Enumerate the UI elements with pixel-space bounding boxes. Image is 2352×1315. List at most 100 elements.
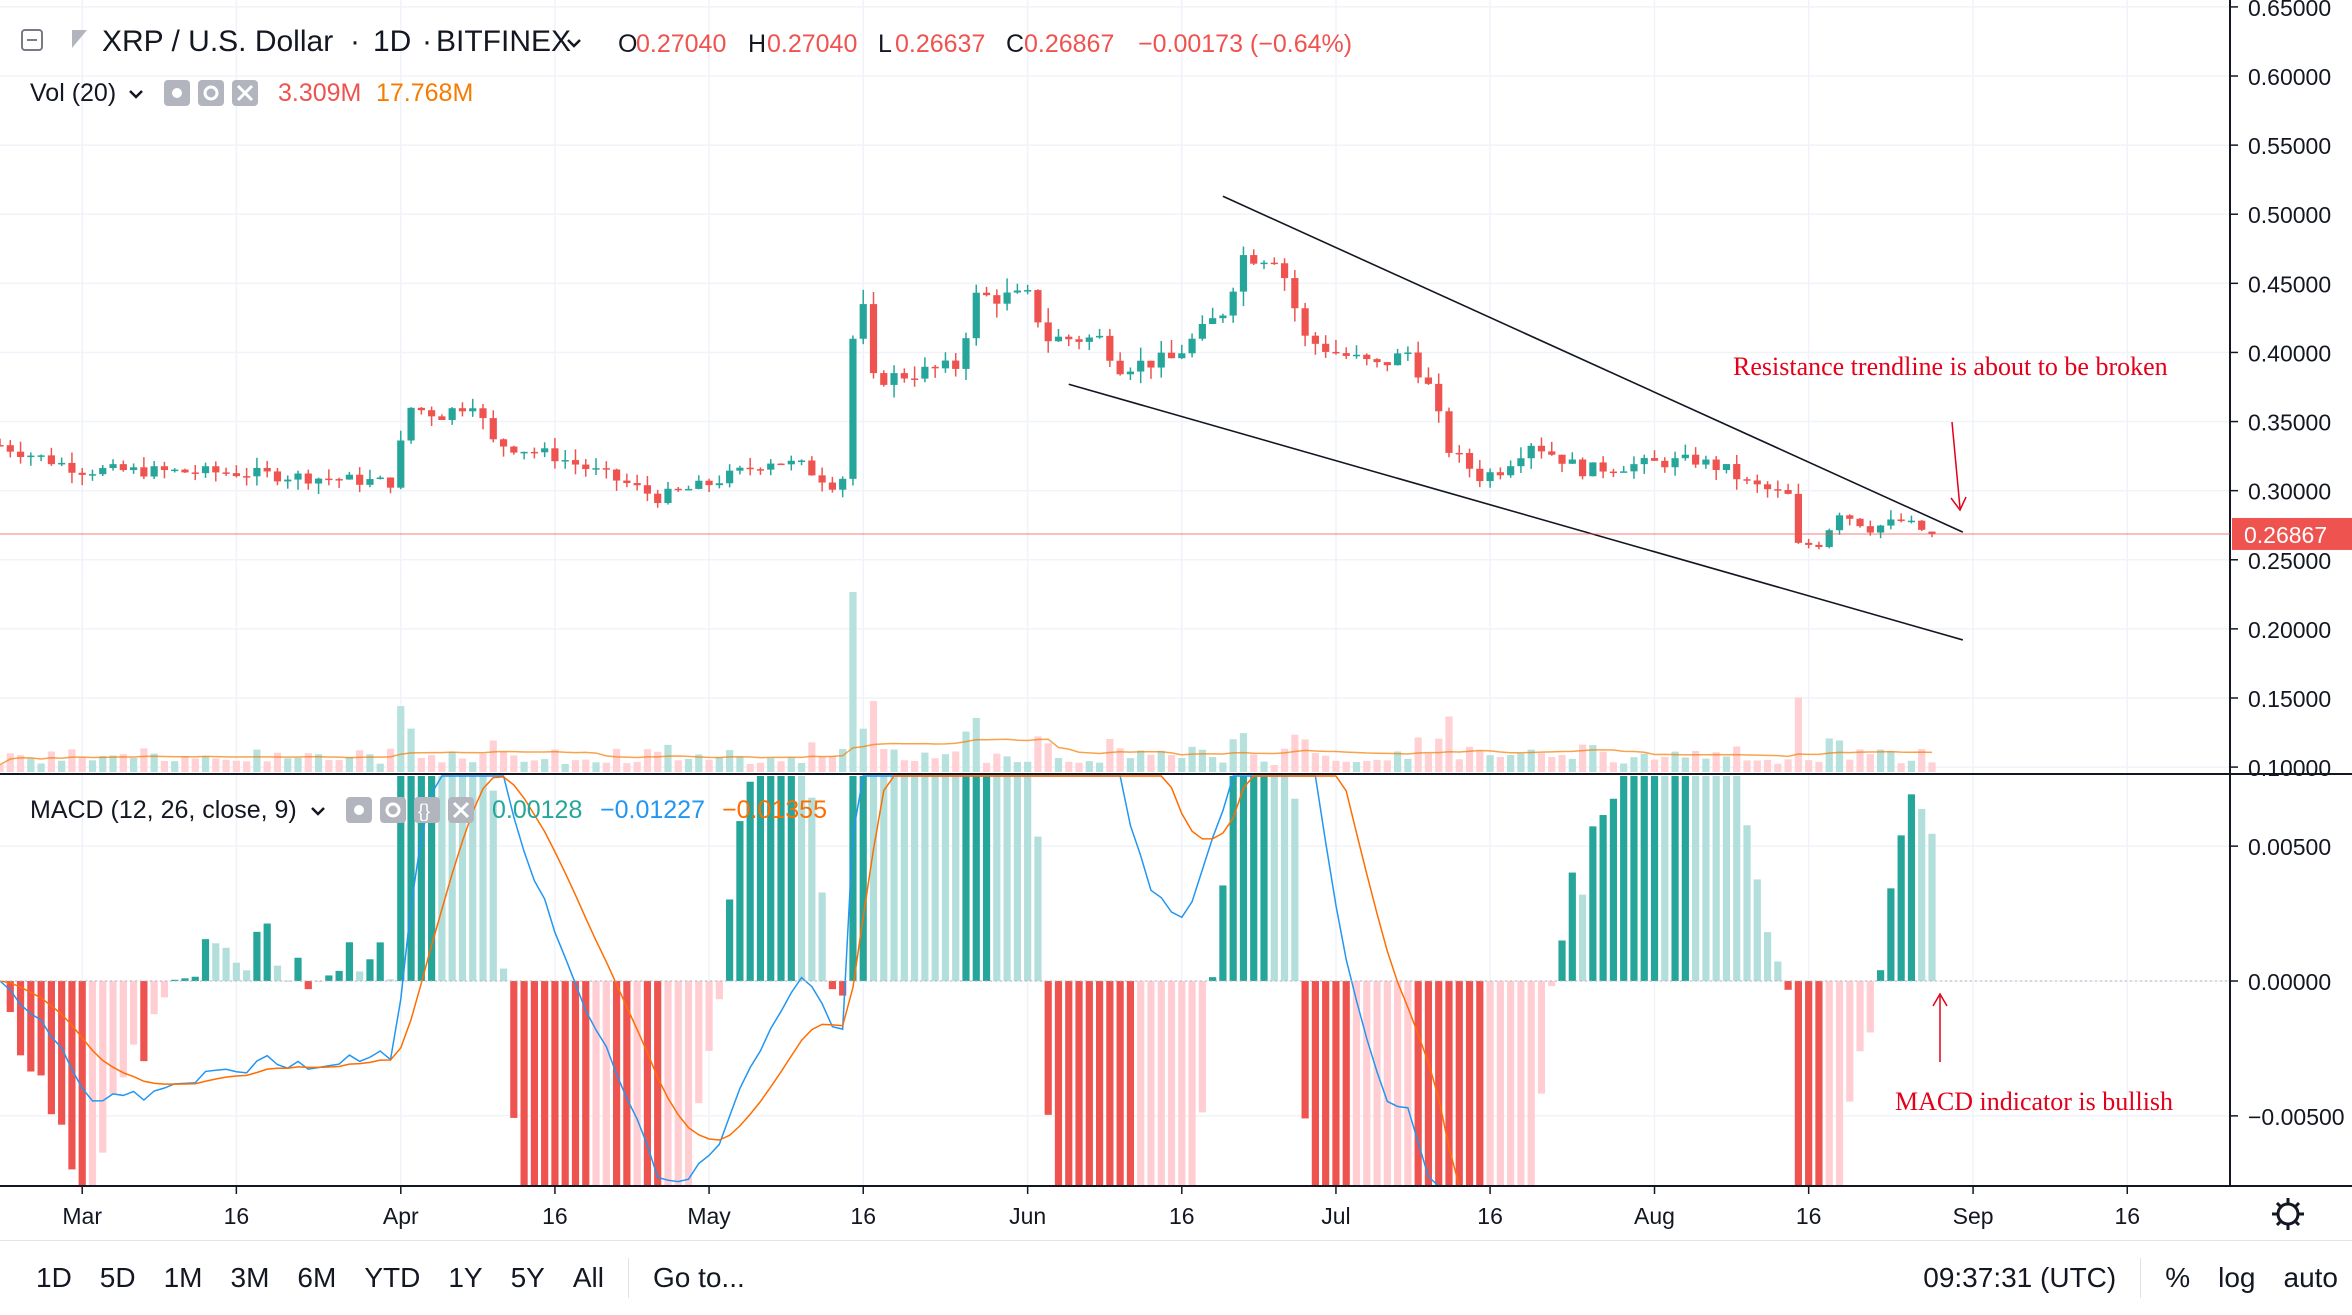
macd-histogram-bar [325, 975, 332, 981]
range-5y[interactable]: 5Y [497, 1262, 559, 1294]
trendlines[interactable] [1069, 196, 1963, 640]
candle-body [664, 489, 671, 503]
candle-body [1754, 480, 1761, 484]
interval-label[interactable]: 1D [373, 25, 411, 58]
volume-bar [541, 759, 548, 772]
candle-body [171, 470, 178, 472]
macd-histogram-bar [1836, 981, 1843, 1186]
auto-scale-button[interactable]: auto [2270, 1262, 2352, 1294]
volume-bar [1075, 763, 1082, 772]
macd-histogram-bar [870, 776, 877, 981]
candle-body [79, 473, 86, 475]
candle-body [1651, 458, 1658, 461]
volume-bar [68, 749, 75, 772]
volume-bar [562, 764, 569, 772]
candle-body [1260, 263, 1267, 265]
candle-body [469, 408, 476, 411]
volume-bar [89, 760, 96, 772]
time-axis-label: Jun [1009, 1203, 1046, 1229]
clock-timezone[interactable]: 09:37:31 (UTC) [1909, 1262, 2130, 1294]
candle-body [356, 475, 363, 485]
macd-histogram-bar [192, 977, 199, 981]
close-value: 0.26867 [1024, 30, 1114, 58]
candle-body [1034, 290, 1041, 322]
candle-body [27, 456, 34, 458]
range-ytd[interactable]: YTD [350, 1262, 434, 1294]
macd-histogram-bar [1168, 981, 1175, 1186]
time-axis-label: May [687, 1203, 731, 1229]
range-6m[interactable]: 6M [283, 1262, 350, 1294]
volume-bar [726, 750, 733, 772]
candle-body [592, 468, 599, 470]
goto-button[interactable]: Go to... [639, 1262, 759, 1294]
exchange-label[interactable]: BITFINEX [436, 25, 571, 58]
range-all[interactable]: All [559, 1262, 618, 1294]
range-5d[interactable]: 5D [86, 1262, 150, 1294]
macd-histogram-bar [1486, 981, 1493, 1186]
price-axis-label: 0.25000 [2248, 548, 2331, 574]
gear-icon[interactable] [198, 80, 224, 106]
volume-bar [377, 764, 384, 772]
candle-body [274, 471, 281, 481]
volume-bar [1486, 755, 1493, 772]
candle-body [120, 464, 127, 470]
chevron-down-icon[interactable] [130, 91, 142, 97]
axes[interactable]: 0.650000.600000.550000.500000.450000.400… [0, 0, 2352, 1229]
percent-scale-button[interactable]: % [2151, 1262, 2204, 1294]
macd-histogram-bar [1045, 981, 1052, 1115]
candle-body [1918, 521, 1925, 530]
macd-histogram-bar [1569, 873, 1576, 981]
chart-settings-gear-icon[interactable] [2272, 1198, 2304, 1230]
volume-bar [1754, 760, 1761, 772]
volume-bar [1846, 760, 1853, 772]
log-scale-button[interactable]: log [2204, 1262, 2269, 1294]
volume-bar [921, 753, 928, 772]
candle-body [808, 461, 815, 476]
candle-body [1713, 460, 1720, 470]
candle-body [1404, 352, 1411, 354]
candle-body [1538, 446, 1545, 452]
macd-histogram-bar [1394, 981, 1401, 1186]
macd-histogram-bar [921, 776, 928, 981]
candle-body [1774, 489, 1781, 491]
macd-histogram-bar [541, 981, 548, 1186]
macd-histogram-bar [1209, 977, 1216, 981]
volume-bar [243, 761, 250, 772]
macd-label[interactable]: MACD (12, 26, close, 9) [30, 796, 297, 824]
symbol-title[interactable]: XRP / U.S. Dollar [102, 25, 333, 58]
macd-histogram-bar [1908, 794, 1915, 981]
candle-body [952, 361, 959, 369]
candle-body [726, 471, 733, 484]
volume-bar [849, 592, 856, 772]
volume-bar [860, 729, 867, 772]
divider [2140, 1258, 2141, 1298]
volume-bar [171, 761, 178, 772]
volume-bar [1045, 743, 1052, 772]
volume-bar [161, 761, 168, 772]
chart-canvas[interactable]: 0.650000.600000.550000.500000.450000.400… [0, 0, 2352, 1240]
range-1y[interactable]: 1Y [434, 1262, 496, 1294]
chevron-down-icon[interactable] [312, 808, 324, 814]
candle-body [479, 408, 486, 418]
macd-histogram-bar [1281, 776, 1288, 981]
macd-histogram-bar [38, 981, 45, 1075]
range-1m[interactable]: 1M [150, 1262, 217, 1294]
macd-histogram-bar [1106, 981, 1113, 1186]
volume-label[interactable]: Vol (20) [30, 79, 116, 107]
volume-bar [202, 756, 209, 772]
range-3m[interactable]: 3M [217, 1262, 284, 1294]
volume-bar [983, 763, 990, 772]
volume-bar [1291, 735, 1298, 772]
volume-bar [212, 758, 219, 772]
candle-body [695, 481, 702, 489]
candle-body [1856, 519, 1863, 526]
volume-study-buttons[interactable] [164, 80, 258, 106]
candle-body [459, 408, 466, 411]
candle-body [1137, 361, 1144, 372]
candle-body [336, 479, 343, 481]
macd-histogram-bar [356, 971, 363, 981]
candle-body [613, 470, 620, 481]
range-1d[interactable]: 1D [22, 1262, 86, 1294]
gear-icon[interactable] [380, 797, 406, 823]
candle-body [644, 485, 651, 493]
